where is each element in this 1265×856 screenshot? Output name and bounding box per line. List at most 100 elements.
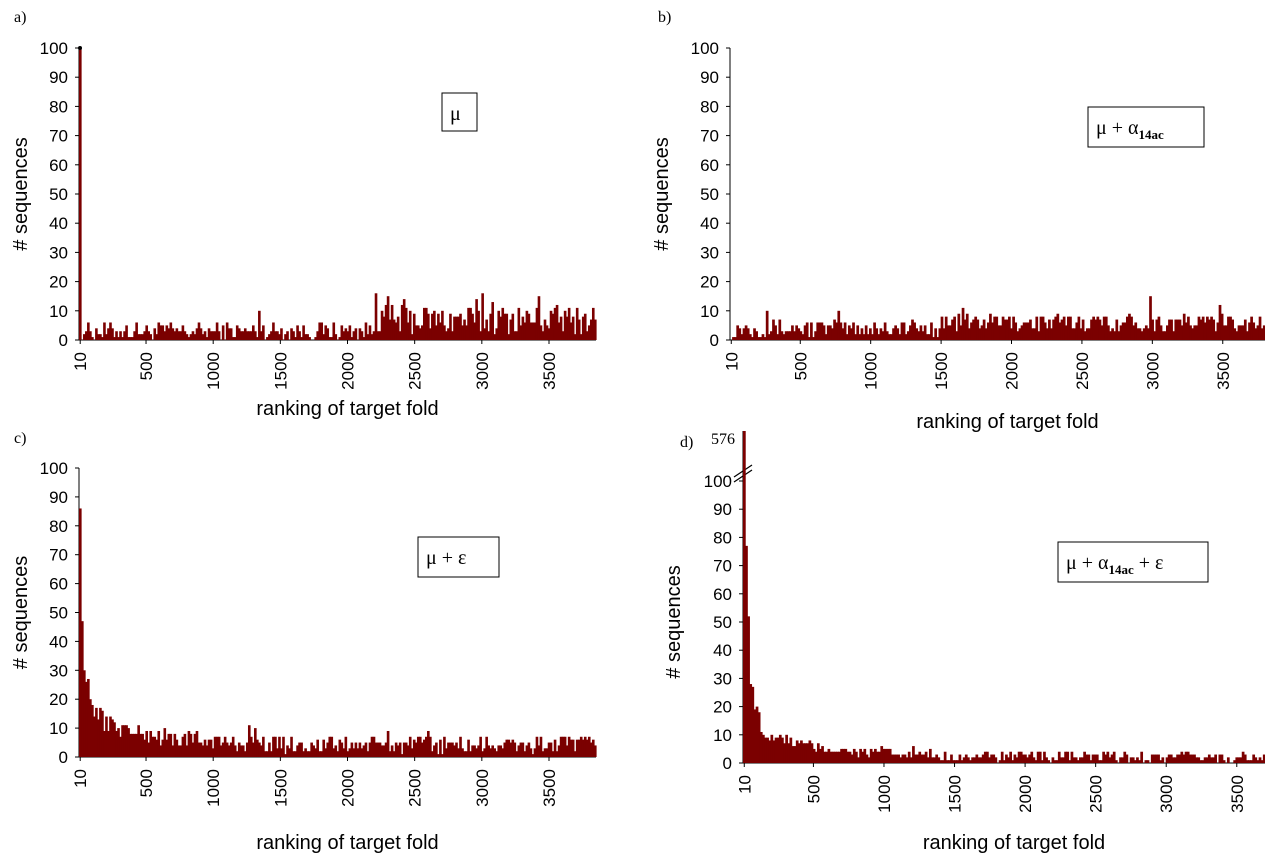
- bar: [1091, 754, 1095, 763]
- bar: [243, 328, 247, 340]
- bar: [753, 709, 757, 763]
- bar: [958, 754, 962, 763]
- bar: [447, 742, 450, 757]
- y-tick-label: 70: [49, 546, 68, 565]
- bar: [127, 728, 130, 757]
- bar: [519, 742, 523, 757]
- bar: [858, 334, 862, 340]
- bar: [388, 319, 392, 340]
- bar: [897, 754, 900, 763]
- bar: [1199, 760, 1203, 763]
- bar: [1140, 331, 1144, 340]
- bar: [1043, 751, 1046, 763]
- bar: [587, 325, 591, 340]
- bar: [1133, 760, 1137, 763]
- bar: [525, 745, 529, 757]
- bar: [477, 745, 480, 757]
- bar: [1081, 757, 1084, 763]
- bar: [221, 325, 225, 340]
- bar: [155, 739, 159, 757]
- bar: [404, 742, 408, 757]
- bar: [1071, 328, 1074, 340]
- bar: [425, 736, 428, 757]
- bar: [131, 733, 134, 757]
- bar: [398, 742, 402, 757]
- bar: [254, 728, 257, 757]
- bar: [352, 331, 356, 340]
- bar: [1210, 316, 1213, 340]
- bar: [390, 304, 394, 340]
- bar: [493, 748, 497, 757]
- bar: [814, 331, 817, 340]
- bar: [1007, 757, 1010, 763]
- bar: [235, 751, 239, 757]
- bar: [814, 751, 818, 763]
- bar: [443, 325, 446, 340]
- bar: [117, 337, 120, 340]
- bar: [991, 322, 994, 340]
- bar: [1201, 316, 1205, 340]
- bar: [567, 736, 571, 757]
- bar: [810, 322, 813, 340]
- bar: [368, 742, 372, 757]
- bar: [1231, 319, 1235, 340]
- bar: [563, 736, 567, 757]
- bar: [435, 325, 438, 340]
- bar: [95, 707, 98, 757]
- bar: [1246, 331, 1249, 340]
- bar: [304, 748, 307, 757]
- x-tick-label: 500: [804, 775, 823, 803]
- bar: [300, 742, 303, 757]
- bar: [803, 325, 807, 340]
- bar: [79, 508, 82, 757]
- bar: [133, 733, 136, 757]
- y-tick-label: 20: [713, 698, 732, 717]
- bar: [1248, 760, 1251, 763]
- bar: [427, 313, 430, 340]
- bar: [850, 754, 854, 763]
- bar: [1008, 316, 1011, 340]
- bar: [1073, 328, 1077, 340]
- bar: [881, 331, 885, 340]
- bar: [181, 325, 185, 340]
- bar: [799, 331, 803, 340]
- bar: [785, 734, 788, 763]
- bar: [370, 736, 374, 757]
- bar: [471, 313, 474, 340]
- bar: [923, 325, 927, 340]
- bar: [751, 686, 755, 763]
- bar: [835, 751, 839, 763]
- panel-label: a): [14, 9, 26, 26]
- bar: [1077, 316, 1081, 340]
- bar: [1001, 316, 1005, 340]
- bar: [203, 331, 207, 340]
- bar: [1081, 319, 1085, 340]
- bar: [1142, 328, 1146, 340]
- bar: [497, 745, 501, 757]
- y-tick-label: 60: [49, 156, 68, 175]
- bar: [179, 745, 183, 757]
- bar: [1178, 754, 1182, 763]
- bar: [406, 322, 410, 340]
- bar: [316, 739, 319, 757]
- bar: [1159, 760, 1163, 763]
- bar: [986, 751, 989, 763]
- bar: [463, 751, 466, 757]
- bar: [252, 325, 255, 340]
- bar: [161, 739, 165, 757]
- bar: [151, 736, 155, 757]
- bar: [1210, 757, 1213, 763]
- bar: [936, 337, 940, 340]
- bar: [260, 331, 263, 340]
- bar: [1000, 751, 1004, 763]
- y-tick-label: 20: [49, 690, 68, 709]
- bar: [258, 310, 261, 340]
- bar: [197, 322, 201, 340]
- bar: [1055, 760, 1059, 763]
- bar: [1220, 754, 1224, 763]
- x-tick-label: 2000: [1003, 352, 1022, 390]
- bar: [963, 319, 967, 340]
- bar: [306, 334, 309, 340]
- bar: [372, 736, 376, 757]
